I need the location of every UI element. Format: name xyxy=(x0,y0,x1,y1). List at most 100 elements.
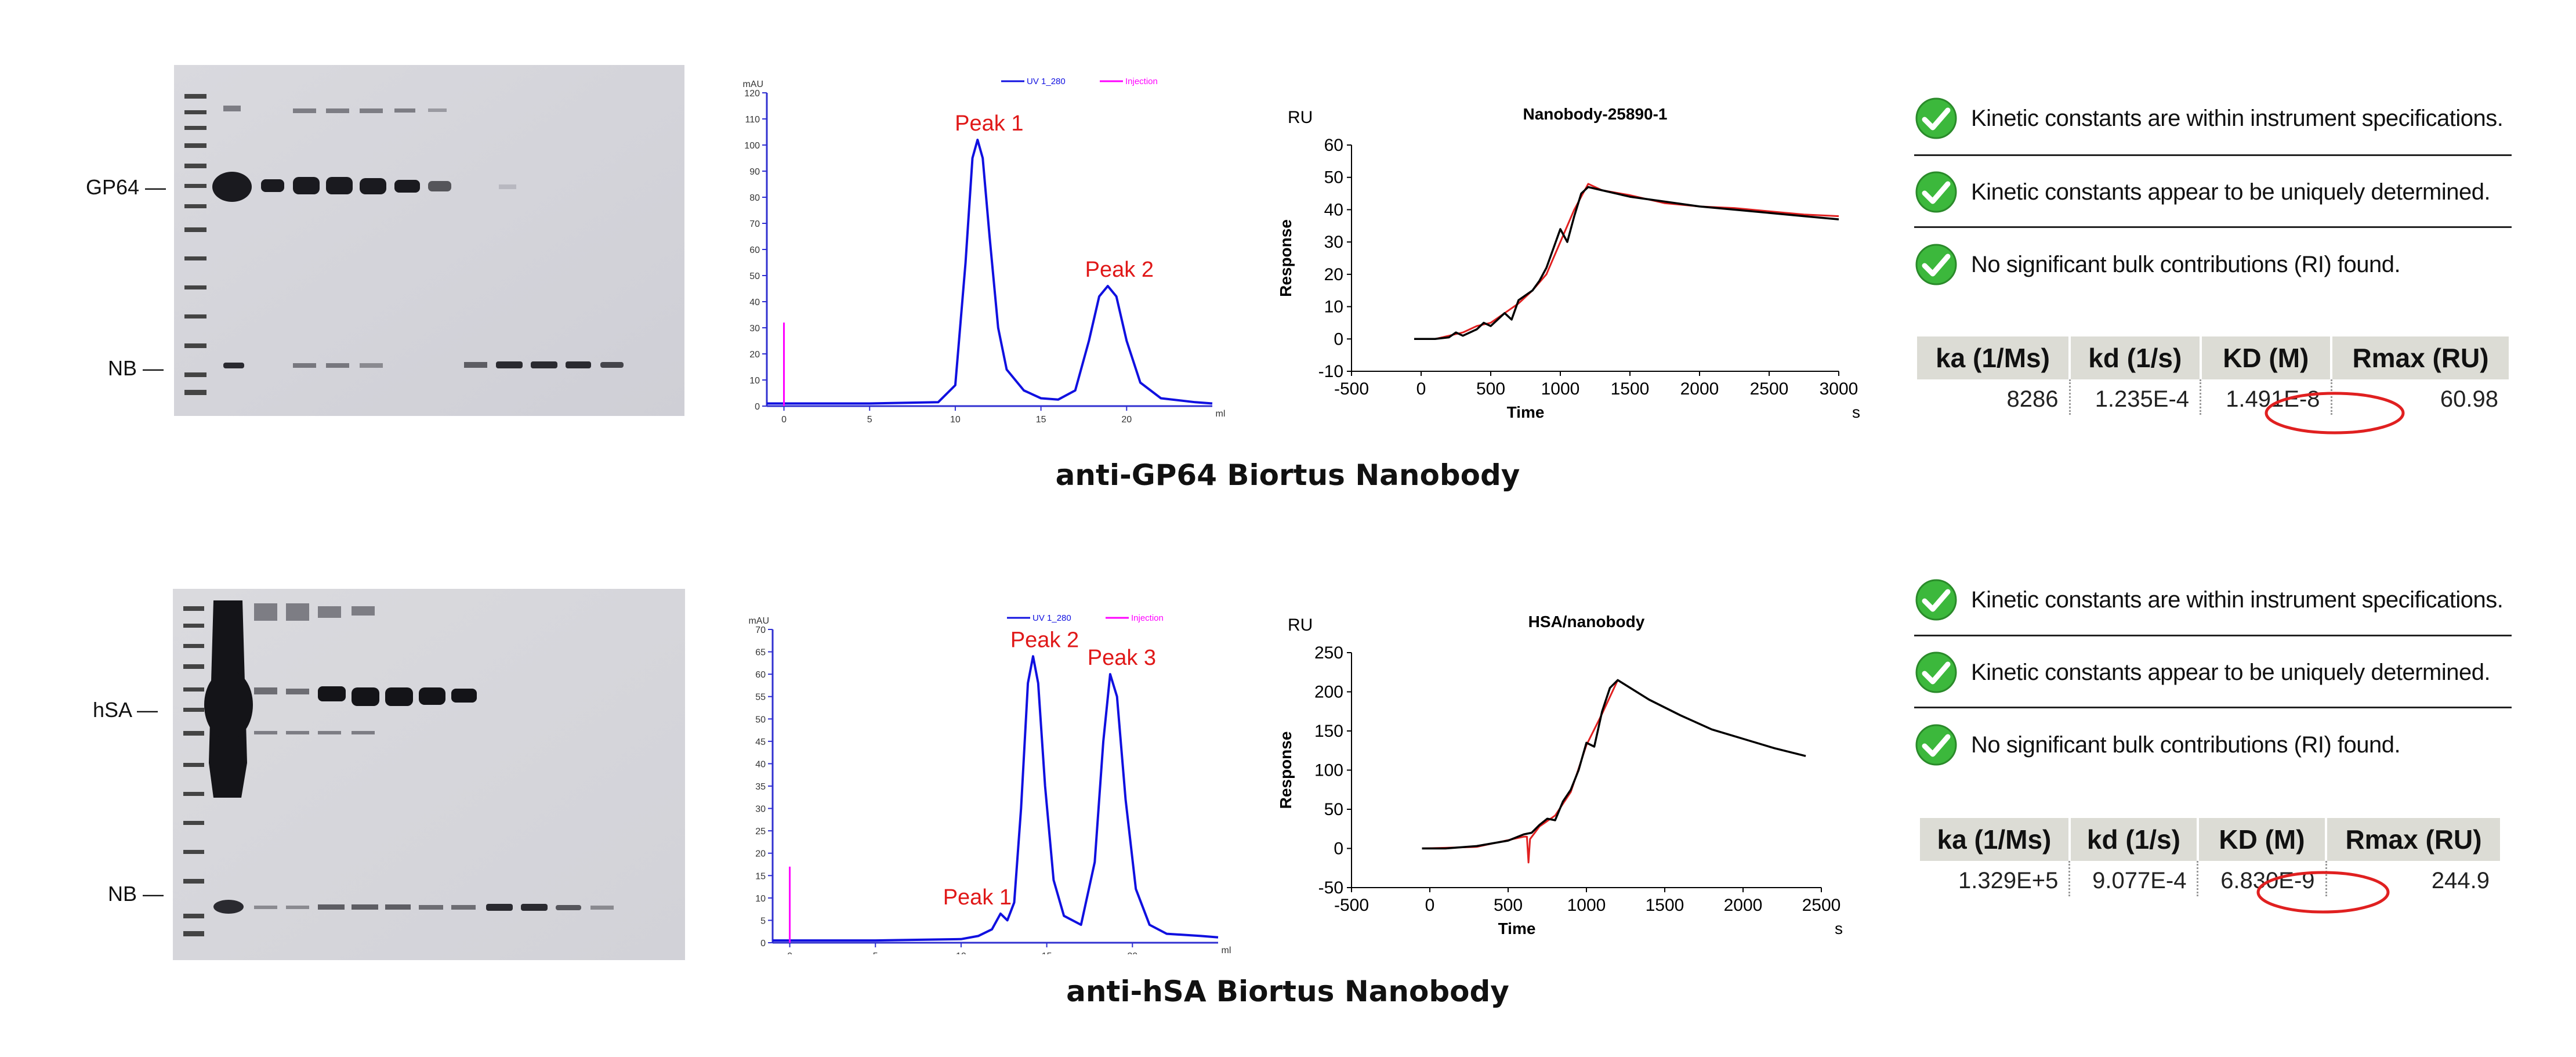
y-tick-label: 20 xyxy=(755,849,766,859)
uv-trace xyxy=(767,139,1213,405)
gel-bands-nb xyxy=(223,361,624,368)
y-tick-label: -50 xyxy=(1318,878,1343,897)
y-tick-label: 45 xyxy=(755,737,766,747)
y-tick-label: 55 xyxy=(755,693,766,703)
legend-entry: Injection xyxy=(1131,613,1164,623)
gel-label-target: GP64 — xyxy=(86,175,166,199)
x-axis-label: Time xyxy=(1498,920,1536,937)
x-tick-label: -500 xyxy=(1334,896,1369,915)
y-tick-label: 70 xyxy=(755,625,766,635)
y-tick-label: 100 xyxy=(1314,761,1343,780)
check-icon xyxy=(1915,171,1957,213)
kinetics-table-hsa: ka (1/Ms) kd (1/s) KD (M) Rmax (RU) 1.32… xyxy=(1920,818,2500,896)
check-text: Kinetic constants appear to be uniquely … xyxy=(1971,659,2491,685)
x-axis-label: Time xyxy=(1507,403,1545,421)
value-ka: 8286 xyxy=(1917,379,2071,415)
table-row: 8286 1.235E-4 1.491E-8 60.98 xyxy=(1917,379,2509,415)
check-icon xyxy=(1915,97,1957,139)
check-icon xyxy=(1915,579,1957,621)
y-tick-label: 40 xyxy=(1324,200,1343,219)
y-axis-label: mAU xyxy=(748,616,769,626)
x-tick-label: 2500 xyxy=(1750,379,1789,399)
x-tick-label: 1000 xyxy=(1541,379,1580,399)
sec-chart-gp64: 0 10 20 30 40 50 60 70 80 90 100 110 120 0 5 10 15 20 mAU m… xyxy=(742,77,1225,425)
fit-curve xyxy=(1414,183,1839,340)
x-tick-label: -500 xyxy=(1334,379,1369,399)
gel-bands-upper xyxy=(254,603,375,734)
y-axis-label: Response xyxy=(1277,732,1295,809)
y-tick-label: 60 xyxy=(1324,136,1343,155)
gel-bands-target xyxy=(212,172,516,202)
y-tick-label: 80 xyxy=(749,193,760,203)
legend: UV 1_280 Injection xyxy=(1001,77,1158,86)
col-kd: kd (1/s) xyxy=(2070,336,2202,379)
gel-bands-target xyxy=(204,600,477,798)
y-tick-label: 20 xyxy=(749,350,760,360)
check-item: No significant bulk contributions (RI) f… xyxy=(1914,712,2401,777)
x-tick-label: 2000 xyxy=(1724,896,1763,915)
gel-label-nb: NB — xyxy=(108,356,164,380)
y-tick-label: 10 xyxy=(755,894,766,904)
y-tick-label: 65 xyxy=(755,648,766,658)
gel-bands-upper xyxy=(223,106,447,113)
x-tick-label: 1500 xyxy=(1646,896,1684,915)
fit-curve xyxy=(1422,679,1806,864)
x-tick-label: 15 xyxy=(1036,415,1046,425)
spr-chart-gp64: -10 0 10 20 30 40 50 60 -500 0 500 1000 1500 2000 2500… xyxy=(1277,105,1860,421)
peak-label: Peak 3 xyxy=(1088,646,1156,670)
x-tick-label: 2500 xyxy=(1802,896,1841,915)
gel-image-gp64 xyxy=(174,65,684,416)
check-item: Kinetic constants appear to be uniquely … xyxy=(1914,640,2491,705)
sec-chart-hsa: 0 5 10 15 20 25 30 35 40 45 50 55 60 65 70 0 5 10 15 20 mAU m… xyxy=(748,613,1231,954)
check-icon xyxy=(1915,244,1957,285)
col-ka: ka (1/Ms) xyxy=(1920,818,2071,861)
y-tick-label: 25 xyxy=(755,827,766,837)
check-item: No significant bulk contributions (RI) f… xyxy=(1914,232,2401,297)
table-header-row: ka (1/Ms) kd (1/s) KD (M) Rmax (RU) xyxy=(1920,818,2500,861)
y-tick-label: -10 xyxy=(1318,362,1343,381)
y-tick-label: 20 xyxy=(1324,265,1343,284)
y-tick-label: 5 xyxy=(760,916,766,926)
y-tick-label: 50 xyxy=(1324,800,1343,819)
value-ka: 1.329E+5 xyxy=(1920,861,2071,896)
y-tick-label: 10 xyxy=(749,376,760,386)
check-text: No significant bulk contributions (RI) f… xyxy=(1971,251,2401,277)
y-tick-label: 40 xyxy=(755,759,766,769)
y-tick-label: 30 xyxy=(755,805,766,815)
uv-trace xyxy=(773,655,1219,942)
x-tick-label: 1000 xyxy=(1567,896,1606,915)
y-tick-label: 120 xyxy=(744,89,760,99)
check-item: Kinetic constants appear to be uniquely … xyxy=(1914,160,2491,225)
check-text: Kinetic constants are within instrument … xyxy=(1971,105,2503,131)
y-tick-label: 15 xyxy=(755,871,766,881)
peak-label: Peak 1 xyxy=(943,885,1012,910)
y-tick-label: 70 xyxy=(749,219,760,229)
x-tick-label: 1500 xyxy=(1611,379,1650,399)
x-tick-label: 0 xyxy=(787,951,792,954)
y-tick-label: 10 xyxy=(1324,298,1343,317)
y-tick-label: 150 xyxy=(1314,722,1343,741)
y-tick-label: 0 xyxy=(760,939,766,949)
legend-entry: UV 1_280 xyxy=(1027,77,1066,86)
col-rmax: Rmax (RU) xyxy=(2326,818,2500,861)
x-tick-label: 10 xyxy=(950,415,961,425)
y-tick-label: 60 xyxy=(749,245,760,255)
table-header-row: ka (1/Ms) kd (1/s) KD (M) Rmax (RU) xyxy=(1917,336,2509,379)
y-tick-label: 30 xyxy=(1324,233,1343,252)
legend-entry: UV 1_280 xyxy=(1032,613,1071,623)
y-axis-unit: RU xyxy=(1288,108,1313,127)
kd-highlight-ellipse xyxy=(2265,392,2405,435)
y-tick-label: 110 xyxy=(745,115,760,125)
x-tick-label: 3000 xyxy=(1820,379,1858,399)
check-icon xyxy=(1915,724,1957,766)
x-tick-label: 0 xyxy=(781,415,787,425)
measured-curve xyxy=(1414,186,1839,341)
y-tick-label: 60 xyxy=(755,670,766,680)
check-icon xyxy=(1915,651,1957,693)
peak-label: Peak 1 xyxy=(955,111,1023,136)
y-tick-label: 50 xyxy=(1324,168,1343,187)
col-kd: kd (1/s) xyxy=(2069,818,2199,861)
check-text: Kinetic constants are within instrument … xyxy=(1971,587,2503,613)
x-axis-unit: s xyxy=(1852,403,1860,421)
